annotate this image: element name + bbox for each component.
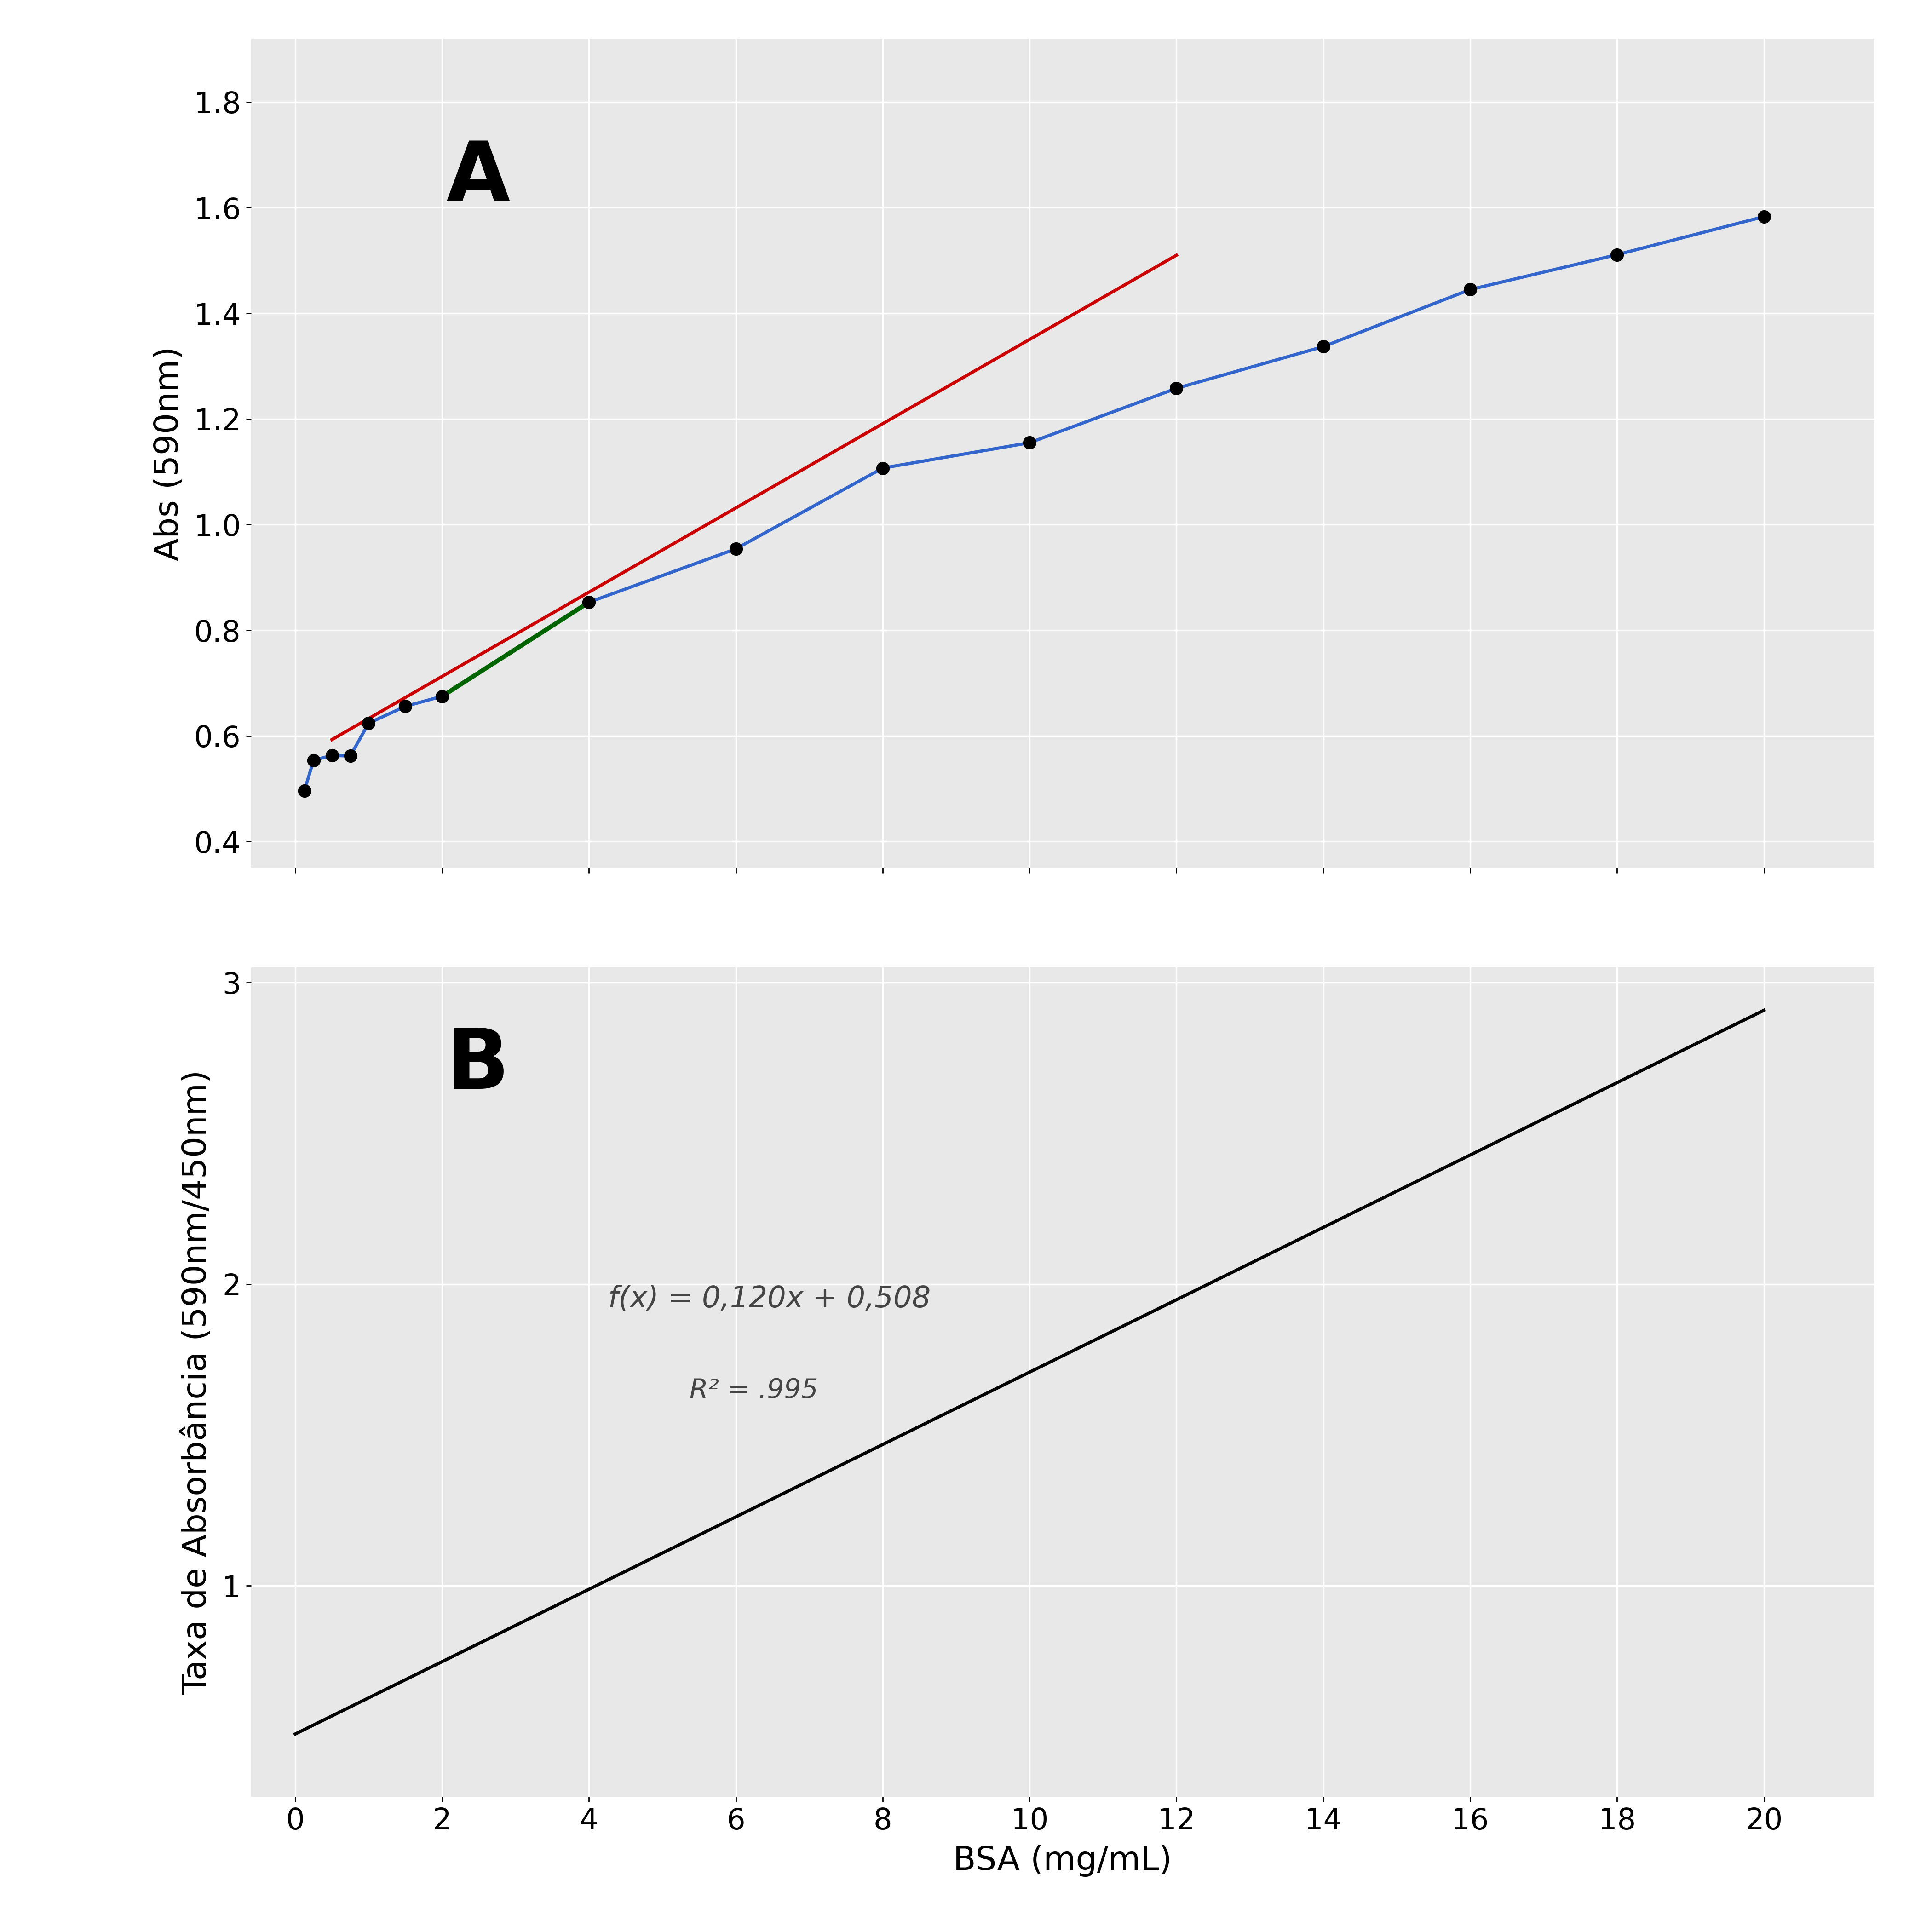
Point xyxy=(721,533,752,564)
Point xyxy=(317,740,348,771)
Text: R² = .995: R² = .995 xyxy=(690,1378,817,1403)
Point xyxy=(1602,240,1633,270)
Y-axis label: Taxa de Absorbância (590nm/450nm): Taxa de Absorbância (590nm/450nm) xyxy=(182,1070,213,1694)
Point xyxy=(1455,274,1486,305)
Point xyxy=(390,692,421,723)
Point xyxy=(298,744,328,775)
Point xyxy=(354,707,384,738)
Point xyxy=(867,452,898,483)
Point xyxy=(334,740,365,771)
Point xyxy=(1161,373,1192,404)
Point xyxy=(1748,201,1779,232)
Point xyxy=(574,587,605,618)
Point xyxy=(1014,427,1045,458)
X-axis label: BSA (mg/mL): BSA (mg/mL) xyxy=(952,1845,1173,1876)
Point xyxy=(427,680,458,711)
Y-axis label: Abs (590nm): Abs (590nm) xyxy=(153,346,185,560)
Text: A: A xyxy=(446,139,510,218)
Point xyxy=(1308,330,1339,361)
Point xyxy=(290,775,321,806)
Text: f(x) = 0,120x + 0,508: f(x) = 0,120x + 0,508 xyxy=(609,1285,931,1314)
Text: B: B xyxy=(446,1026,510,1107)
